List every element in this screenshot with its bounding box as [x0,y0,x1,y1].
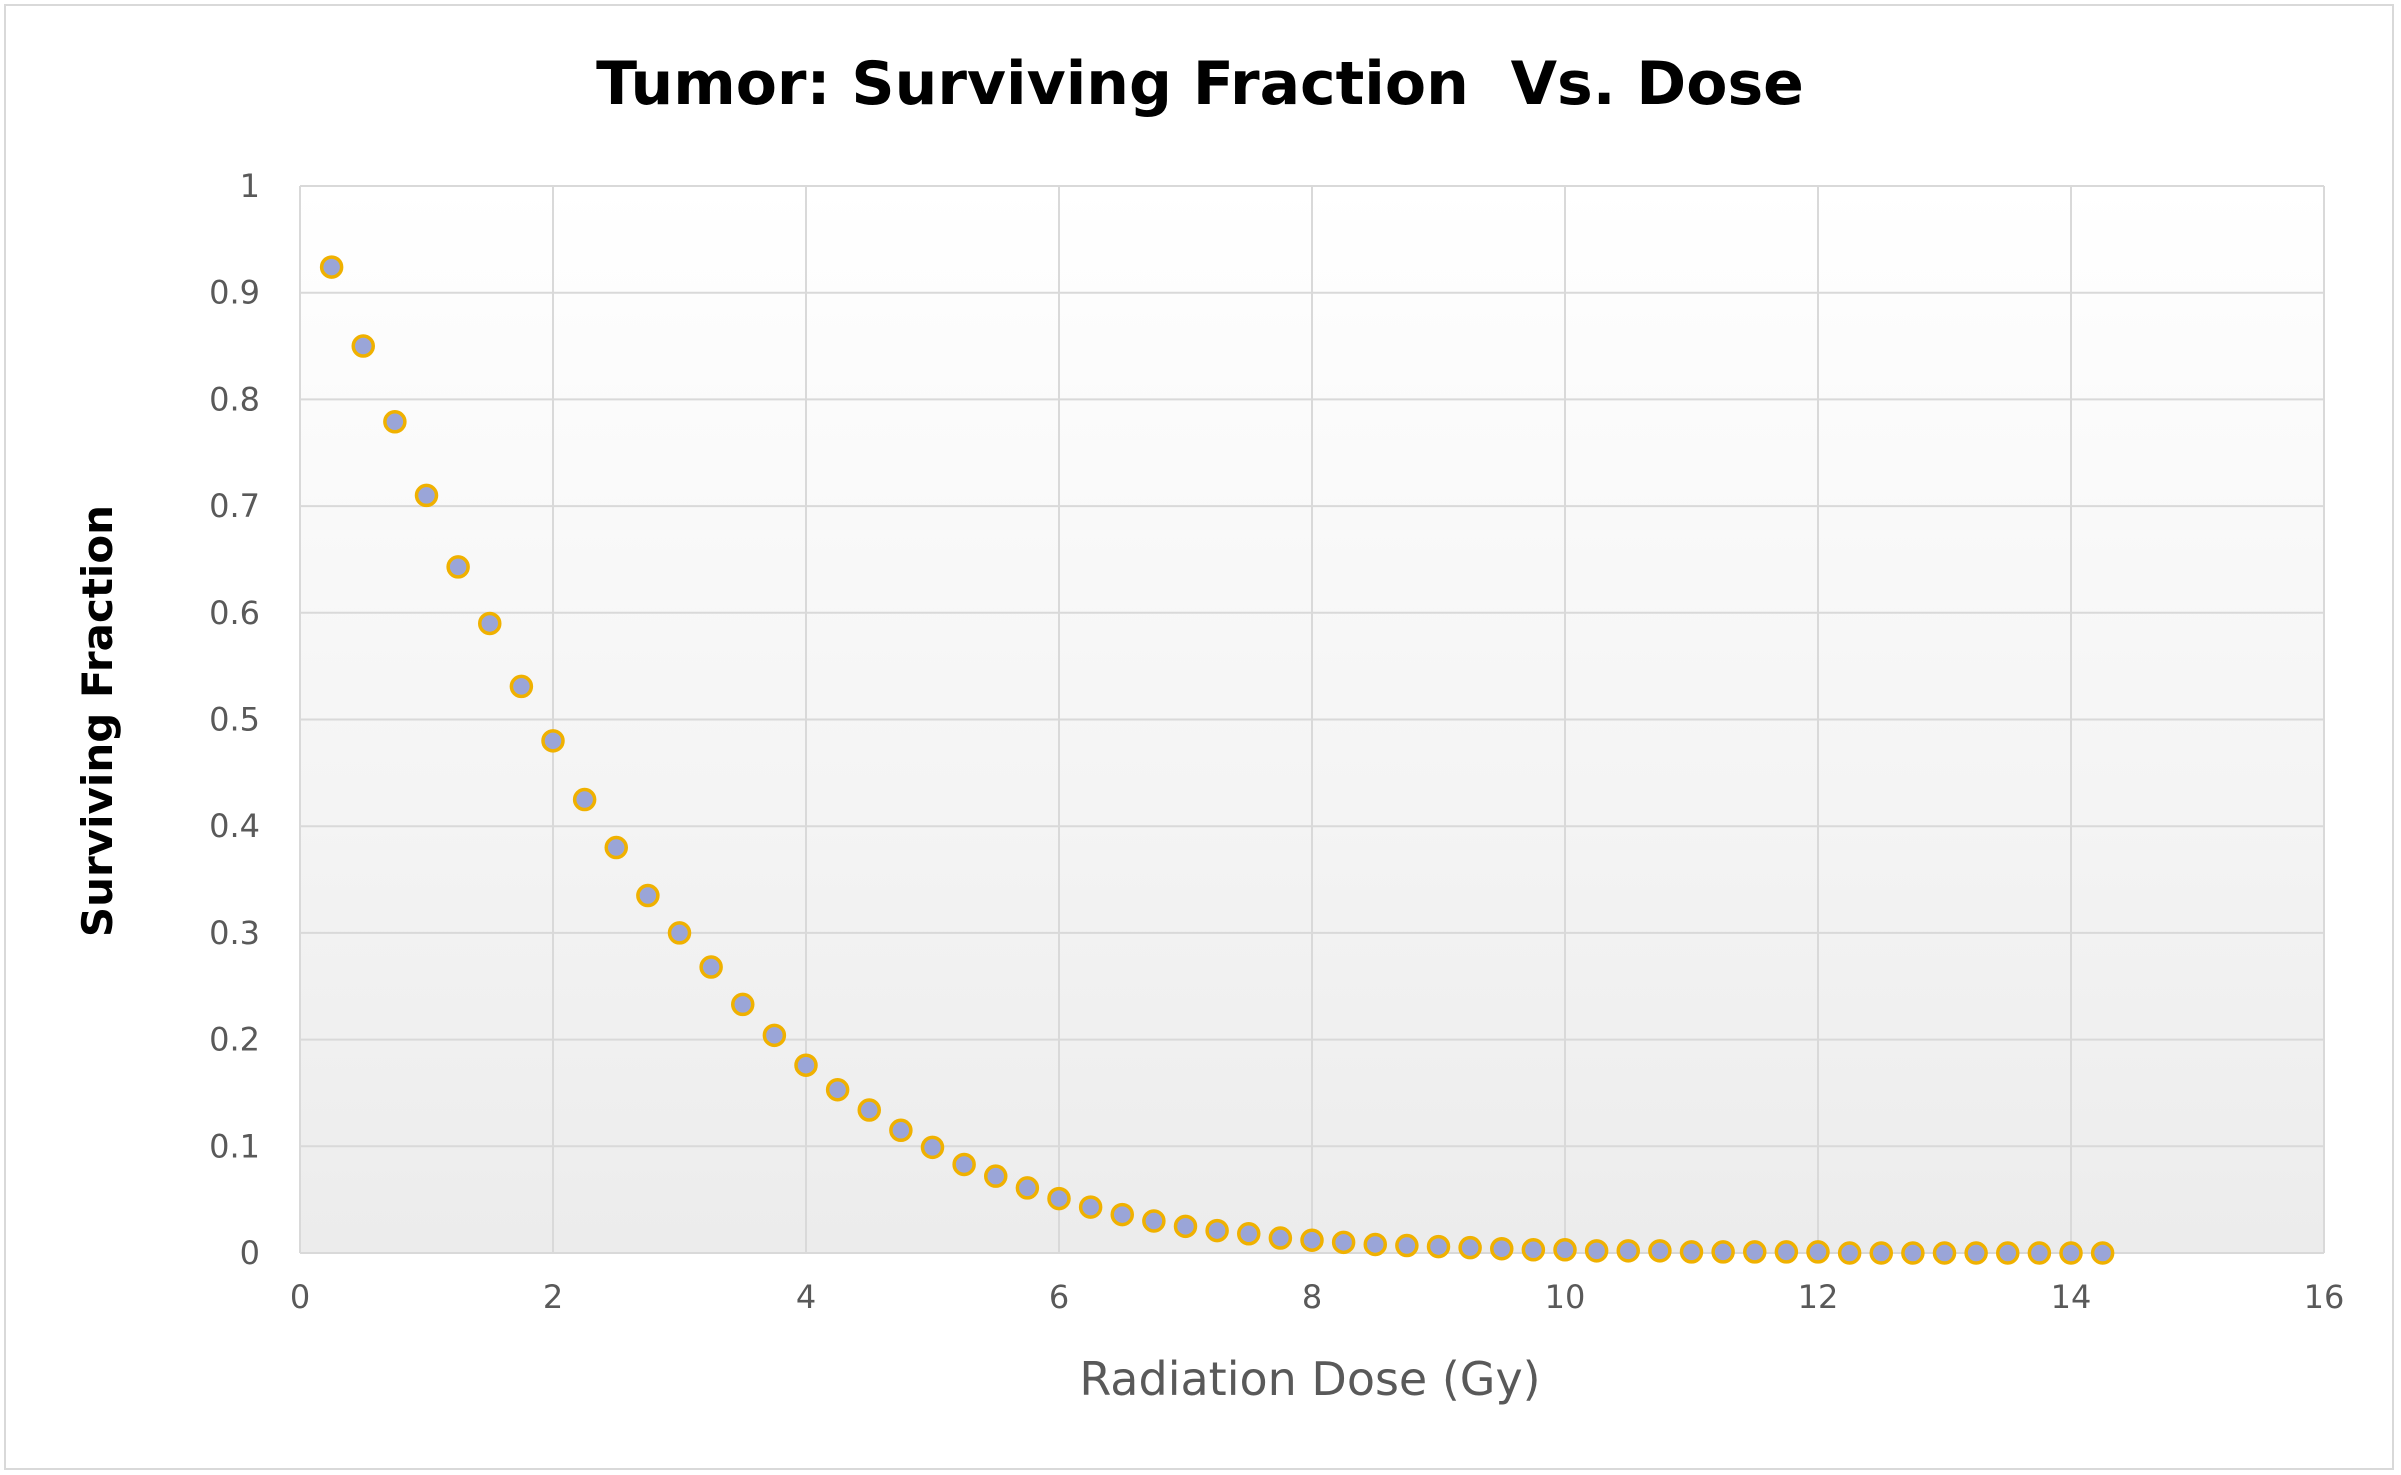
data-point [478,611,502,636]
y-tick-label: 0.7 [209,487,260,525]
x-axis-title: Radiation Dose (Gy) [1079,1352,1540,1406]
x-tick-label: 14 [2051,1278,2092,1316]
data-point [1173,1214,1198,1239]
data-point [572,787,597,812]
y-tick-label: 0.9 [209,274,260,312]
x-tick-label: 6 [1049,1278,1069,1316]
data-point [1142,1209,1166,1233]
data-points [319,255,2115,1265]
data-point [2090,1241,2115,1265]
data-point [952,1152,976,1177]
data-point [351,334,375,358]
data-point [762,1023,787,1048]
data-point [1521,1238,1546,1262]
data-point [1964,1241,1988,1265]
y-tick-label: 0.5 [209,701,260,739]
y-tick-label: 0 [240,1234,260,1272]
data-point [1300,1228,1324,1252]
data-point [1331,1230,1356,1255]
y-axis-title: Surviving Fraction [73,505,122,937]
data-point [1996,1241,2020,1265]
x-tick-label: 0 [290,1278,310,1316]
y-tick-label: 1 [240,167,260,205]
data-point [1363,1232,1387,1257]
data-point [1553,1238,1577,1262]
data-point [1616,1239,1640,1263]
data-point [1426,1234,1451,1259]
data-point [731,992,755,1017]
data-point [920,1135,945,1160]
data-point [1078,1195,1103,1219]
data-point [1806,1240,1830,1264]
data-point [1584,1239,1609,1263]
y-tick-label: 0.6 [209,594,260,632]
data-point [1837,1241,1862,1265]
data-point [636,883,660,908]
data-point [446,555,470,579]
data-point [1395,1233,1419,1258]
data-point [857,1098,881,1122]
data-point [1268,1226,1293,1250]
data-point [604,835,628,860]
data-point [541,729,565,753]
data-point [509,674,534,699]
x-tick-label: 8 [1302,1278,1322,1316]
data-point [825,1077,850,1102]
data-point [794,1053,818,1077]
data-point [383,410,407,434]
data-point [1648,1239,1672,1263]
gridlines [299,185,2325,1254]
y-tick-label: 0.4 [209,807,260,845]
data-point [699,955,723,979]
data-point [667,921,692,945]
data-point [1932,1241,1957,1265]
y-tick-label: 0.2 [209,1021,260,1059]
data-point [1679,1240,1704,1264]
x-tick-label: 12 [1798,1278,1839,1316]
data-point [1237,1222,1261,1246]
data-point [984,1164,1008,1188]
data-point [1901,1241,1925,1265]
data-point [1490,1236,1514,1261]
tick-labels: 0 2 4 6 8 10 12 14 16 0 0.1 0.2 0.3 0.4 0.5 0.6 0.7 0.8 0.… [209,167,2344,1316]
data-point [1110,1202,1134,1227]
x-tick-label: 2 [543,1278,563,1316]
data-point [1458,1235,1482,1260]
data-point [1047,1186,1071,1211]
x-tick-label: 4 [796,1278,816,1316]
data-point [414,483,439,508]
data-point [1015,1176,1040,1200]
data-point [1205,1218,1229,1243]
x-tick-label: 16 [2304,1278,2345,1316]
x-tick-label: 10 [1545,1278,1586,1316]
data-point [889,1118,913,1143]
y-tick-label: 0.8 [209,380,260,418]
y-tick-label: 0.3 [209,914,260,952]
data-point [2027,1241,2052,1265]
data-point [1869,1241,1893,1265]
data-point [1774,1240,1799,1264]
data-point [1711,1240,1735,1264]
data-point [319,255,344,279]
data-point [1743,1240,1767,1264]
y-tick-label: 0.1 [209,1127,260,1165]
data-point [2059,1241,2083,1265]
chart-title: Tumor: Surviving Fraction Vs. Dose [596,49,1804,119]
